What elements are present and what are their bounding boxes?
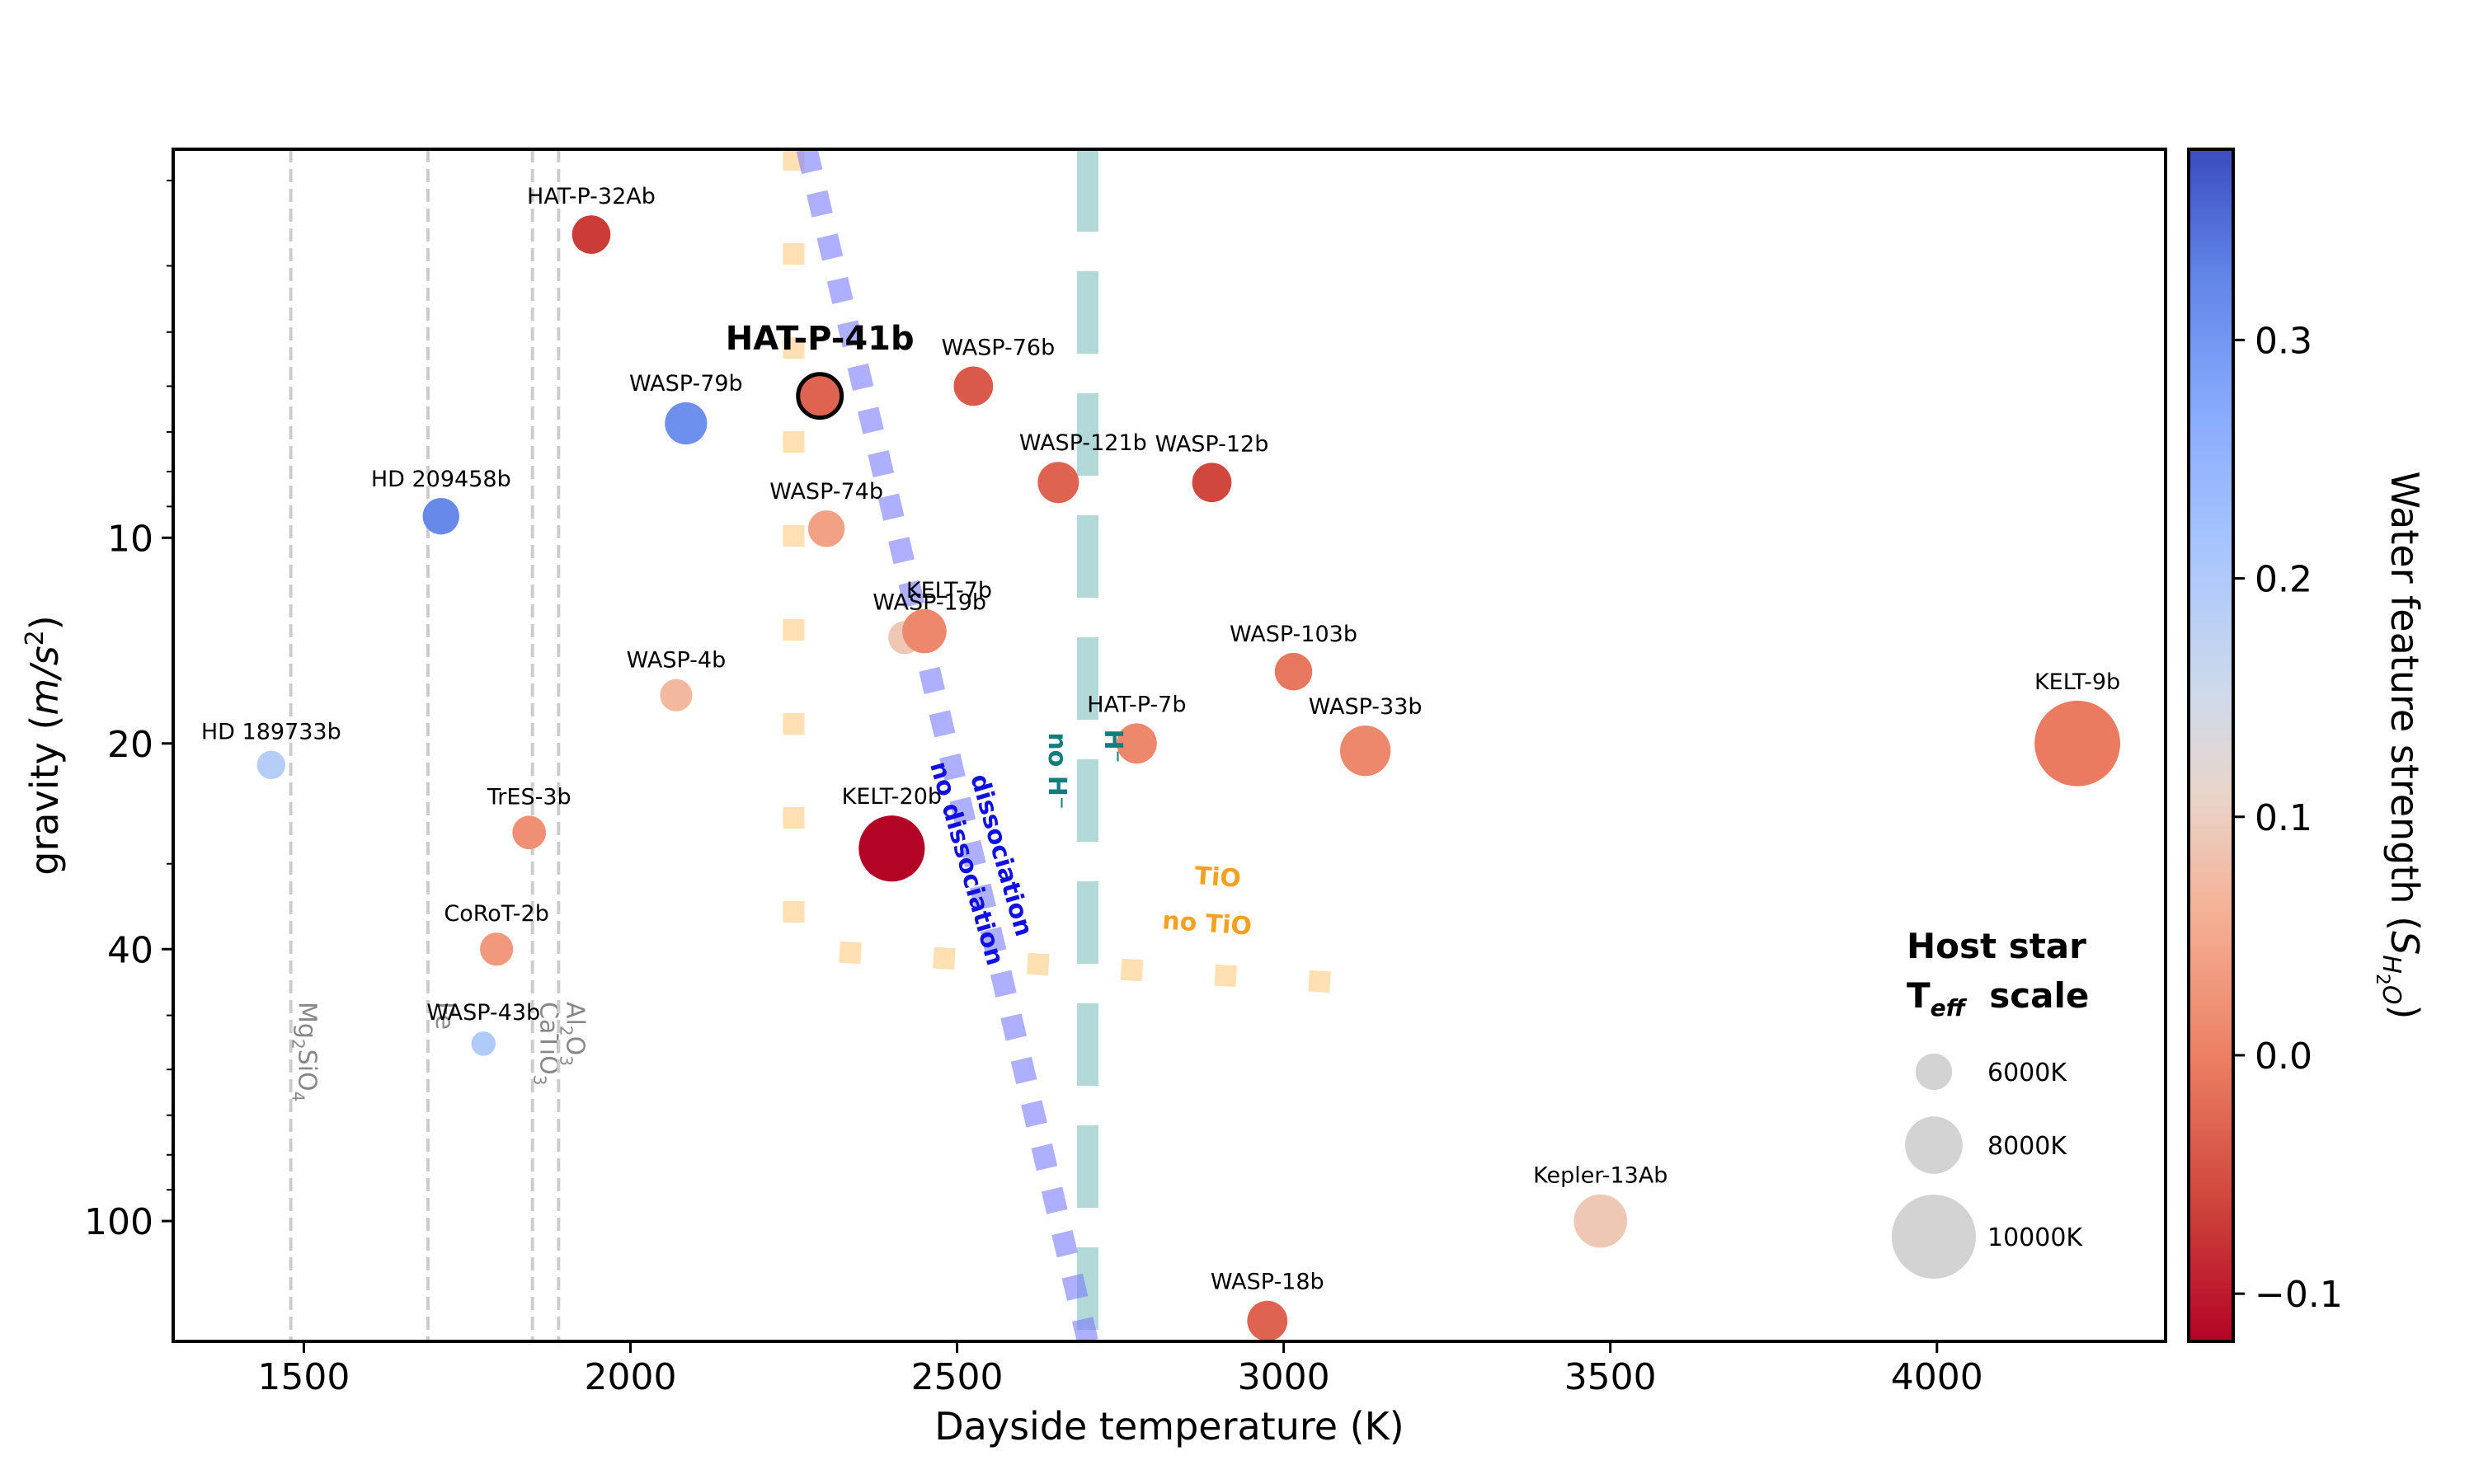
planet-point: [807, 510, 845, 547]
tio-label: TiO: [1193, 862, 1242, 894]
colorbar-label: Water feature strength (SH2O): [2372, 472, 2427, 1020]
planet-label: HAT-P-32Ab: [527, 184, 656, 209]
condensation-label: Fe: [430, 1002, 459, 1030]
x-tick-label: 1500: [257, 1356, 350, 1398]
planet-label: HAT-P-7b: [1087, 692, 1186, 717]
planet-point: [512, 815, 547, 850]
legend-label: 8000K: [1987, 1132, 2067, 1161]
planet-label: WASP-18b: [1211, 1270, 1324, 1295]
legend-marker: [1905, 1116, 1963, 1174]
y-tick-label: 20: [107, 724, 153, 766]
colorbar: 0.3 0.2 0.1 0.0 −0.1 Water feature strength …: [2187, 148, 2427, 1343]
planet-point: [660, 679, 693, 711]
planet-label: WASP-43b: [426, 1000, 540, 1026]
legend-label: 6000K: [1987, 1059, 2067, 1087]
legend-marker: [1892, 1195, 1976, 1279]
planet-label: WASP-79b: [629, 371, 743, 397]
planet-label: WASP-4b: [627, 648, 727, 674]
colorbar-tick-label: 0.3: [2255, 320, 2312, 362]
planet-point: [1274, 652, 1313, 691]
condensation-label: Mg2SiO4: [289, 1002, 322, 1101]
planet-label: WASP-103b: [1230, 622, 1357, 647]
planet-point: [571, 215, 611, 254]
colorbar-tick-label: 0.2: [2255, 559, 2312, 601]
highlight-ring: [796, 372, 844, 420]
colorbar-tick-label: −0.1: [2255, 1274, 2343, 1316]
legend-title-line2: Teff scale: [1907, 975, 2089, 1021]
planet-point: [1192, 463, 1232, 503]
condensation-label: Al2O3: [556, 1002, 589, 1066]
x-axis-label: Dayside temperature (K): [934, 1404, 1404, 1449]
planet-point: [902, 608, 947, 654]
x-tick-label: 4000: [1891, 1356, 1983, 1398]
x-axis: 1500 2000 2500 3000 3500 4000: [257, 1341, 1983, 1398]
planet-label: WASP-12b: [1155, 431, 1269, 457]
boundary-layer: [783, 149, 1363, 1341]
planet-label: KELT-20b: [842, 784, 942, 810]
colorbar-tick-label: 0.1: [2255, 797, 2312, 839]
planet-label: HD 209458b: [371, 467, 511, 492]
colorbar-gradient: [2187, 148, 2235, 1343]
planet-point: [256, 750, 286, 780]
no-tio-label: no TiO: [1161, 906, 1253, 941]
legend-label: 10000K: [1987, 1223, 2083, 1252]
planet-label: WASP-76b: [941, 336, 1055, 361]
planet-point: [471, 1031, 496, 1056]
planet-point: [422, 497, 459, 535]
colorbar-tick-label: 0.0: [2255, 1036, 2312, 1078]
planet-point: [858, 815, 925, 882]
legend-title-line1: Host star: [1907, 926, 2086, 966]
planet-point: [479, 932, 514, 966]
plot-frame: [172, 148, 2167, 1343]
y-axis-label: gravity (m/s2): [21, 615, 67, 875]
planet-point: [953, 366, 994, 406]
planet-label: TrES-3b: [487, 784, 571, 810]
planet-point: [1573, 1194, 1628, 1248]
planet-label: Kepler-13Ab: [1533, 1163, 1667, 1189]
plot-area: [173, 149, 2166, 1341]
planet-point: [799, 375, 840, 416]
planet-label: WASP-121b: [1019, 430, 1147, 456]
planet-label: KELT-7b: [906, 578, 992, 603]
planet-point: [2034, 700, 2120, 787]
legend-marker: [1915, 1053, 1953, 1091]
no-h-minus-label: no H⁻: [1042, 732, 1071, 809]
y-tick-label: 100: [84, 1201, 153, 1243]
x-tick-label: 3000: [1238, 1356, 1330, 1398]
planet-point: [1247, 1300, 1288, 1341]
planet-point: [665, 402, 708, 445]
planet-point: [1339, 726, 1391, 777]
planet-markers: HAT-P-32Ab HAT-P-41b WASP-79b WASP-76b WASP-…: [201, 184, 2120, 1341]
planet-point: [1037, 462, 1079, 504]
y-tick-label: 10: [107, 518, 153, 560]
y-tick-label: 40: [107, 929, 153, 971]
x-tick-label: 2500: [911, 1356, 1004, 1398]
planet-label: WASP-33b: [1309, 694, 1423, 720]
x-tick-label: 2000: [584, 1356, 676, 1398]
planet-point: [1116, 723, 1157, 764]
x-tick-label: 3500: [1564, 1356, 1657, 1398]
h-minus-label: H⁻: [1098, 730, 1127, 763]
host-star-legend: Host star Teff scale 6000K 8000K 10000K: [1892, 926, 2089, 1279]
planet-label: KELT-9b: [2034, 669, 2120, 695]
planet-label: CoRoT-2b: [444, 901, 549, 927]
planet-label: HAT-P-41b: [726, 320, 915, 358]
planet-label: WASP-74b: [769, 479, 883, 505]
y-axis: 10 20 40 100: [84, 179, 173, 1243]
planet-label: HD 189733b: [201, 720, 341, 745]
